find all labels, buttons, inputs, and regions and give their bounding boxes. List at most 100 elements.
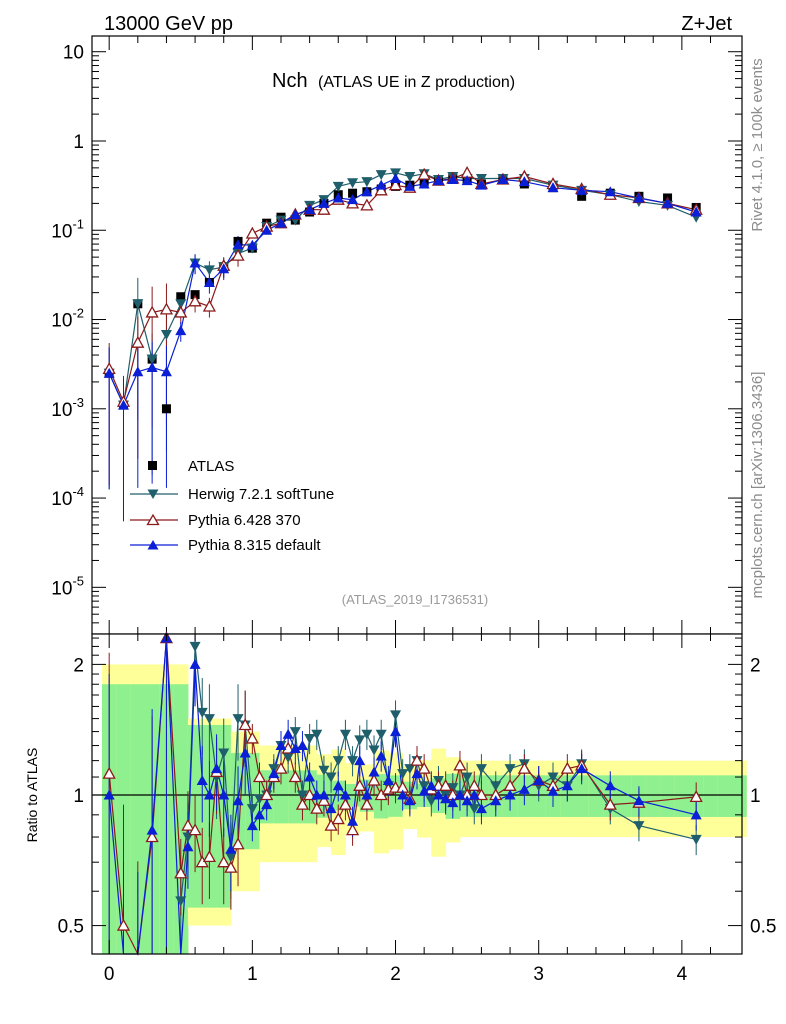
ratio-band-inner [731,775,747,817]
main-point-pythia8 [475,179,487,190]
main-point-herwig [332,181,344,192]
ratio-point-pythia8 [561,780,573,791]
main-point-pythia8 [246,239,258,250]
ratio-point-herwig [196,707,208,718]
main-point-herwig [203,265,215,276]
main-point-pythia8 [289,209,301,220]
ratio-point-pythia6 [317,793,331,806]
main-point-atlas [577,191,587,201]
ratio-point-pythia6 [517,761,531,774]
main-x-ticks [108,36,712,634]
legend-pythia8-label: Pythia 8.315 default [188,537,321,554]
ratio-point-pythia6 [181,818,195,831]
ratio-point-pythia8 [325,803,337,814]
legend-pythia6-marker [146,513,160,526]
main-panel-background [92,36,742,634]
ratio-x-tick-label: 1 [247,964,258,985]
ratio-point-pythia6 [453,758,467,771]
ratio-point-pythia8 [211,763,223,774]
main-point-herwig [175,299,187,310]
ratio-point-pythia6 [295,797,310,810]
ratio-y-tick-label: 0.5 [58,917,84,938]
main-point-pythia8 [189,257,201,268]
main-point-herwig [132,299,144,310]
ratio-point-pythia8 [239,747,251,758]
ratio-point-pythia6 [439,778,453,791]
main-point-pythia8 [103,367,115,378]
ratio-point-pythia8 [282,728,294,739]
main-point-pythia8 [690,206,702,217]
ratio-point-pythia8 [296,740,308,751]
main-point-pythia8 [160,366,172,377]
ratio-point-pythia8 [232,795,244,806]
main-point-pythia8 [304,204,316,215]
ratio-point-pythia8 [196,774,208,785]
ratio-point-pythia6 [338,797,353,810]
ratio-point-pythia6 [367,773,381,786]
plot-title: Nch [272,70,308,92]
ratio-point-herwig [175,896,187,907]
ratio-point-pythia8 [461,795,473,806]
ratio-point-pythia6 [474,788,489,801]
ratio-point-pythia8 [432,789,444,800]
ratio-point-pythia6 [281,741,295,754]
ratio-point-pythia8 [289,742,301,753]
ratio-point-pythia8 [411,768,423,779]
main-point-pythia8 [497,174,509,185]
ratio-point-pythia6 [202,850,217,863]
ratio-point-herwig [289,727,301,738]
ratio-x-tick-label: 4 [677,964,688,985]
ratio-point-herwig [361,729,373,740]
ratio-point-pythia6 [288,770,302,783]
ratio-y-tick-label: 2 [73,655,84,676]
ratio-band-inner [674,775,690,817]
mcplots-label: mcplots.cern.ch [arXiv:1306.3436] [749,372,766,599]
ratio-point-pythia8 [347,815,359,826]
main-point-atlas [348,188,358,198]
ratio-point-pythia6 [360,797,374,810]
ratio-point-pythia6 [217,855,231,868]
ratio-point-pythia8 [468,789,480,800]
main-point-pythia6 [317,202,331,215]
ratio-point-pythia8 [246,820,258,831]
ratio-point-herwig [375,729,387,740]
ratio-point-pythia6 [310,801,324,814]
ratio-point-herwig [304,733,316,744]
ratio-x-tick-label: 0 [104,964,115,985]
legend-atlas-marker [148,461,157,470]
ratio-point-pythia8 [382,774,394,785]
ratio-point-herwig [347,756,359,767]
main-point-pythia8 [361,186,373,197]
ratio-point-pythia8 [390,726,402,737]
ratio-point-pythia8 [304,771,316,782]
main-point-herwig [160,329,172,340]
ratio-x-tick-label: 3 [533,964,544,985]
ratio-point-herwig [189,641,201,652]
ratio-point-pythia8 [103,789,115,800]
main-point-pythia6 [188,294,202,307]
ratio-point-pythia6 [303,788,317,801]
ratio-band-inner [574,775,590,817]
ratio-point-pythia8 [368,766,380,777]
ratio-point-herwig [447,783,459,794]
legend-atlas-label: ATLAS [188,458,234,475]
main-point-herwig [375,170,387,181]
plot-subtitle: (ATLAS UE in Z production) [318,74,515,91]
ratio-point-pythia8 [475,803,487,814]
main-point-pythia8 [203,276,215,287]
main-point-pythia8 [461,175,473,186]
ratio-point-pythia6 [410,753,424,766]
main-point-pythia6 [360,198,374,211]
ratio-band-inner [660,775,676,817]
ratio-point-pythia8 [311,789,323,800]
main-point-atlas [161,404,171,414]
main-y-tick-label: 10-5 [51,573,84,599]
ratio-point-pythia6 [252,770,267,783]
main-y-tick-label: 10-4 [51,484,84,510]
ratio-point-pythia8 [690,809,702,820]
main-point-pythia8 [404,180,416,191]
ratio-y-tick-label-right: 0.5 [750,917,776,938]
ratio-point-herwig [368,745,380,756]
ratio-point-pythia8 [547,785,559,796]
ratio-point-herwig [690,834,702,845]
